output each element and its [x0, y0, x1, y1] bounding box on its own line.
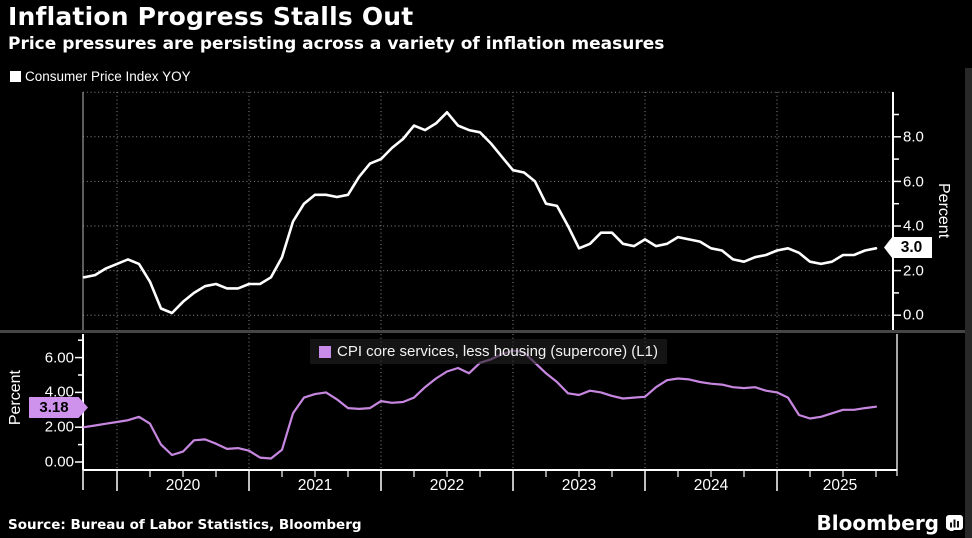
y-tick-label: 2.00	[44, 418, 74, 436]
y-tick-label: 0.0	[903, 306, 924, 324]
supercore-legend-label: CPI core services, less housing (superco…	[337, 343, 658, 360]
y-tick-label: 4.00	[44, 383, 74, 401]
last-value-badge-cpi: 3.0	[884, 237, 932, 258]
page-subtitle: Price pressures are persisting across a …	[8, 34, 665, 54]
y-tick-label: 8.0	[903, 128, 924, 146]
bloomberg-terminal-icon	[946, 514, 963, 531]
legend-supercore: CPI core services, less housing (superco…	[310, 339, 667, 364]
x-tick-label: 2021	[297, 477, 333, 494]
x-tick-label: 2024	[693, 477, 729, 494]
y-tick-label: 2.0	[903, 262, 924, 280]
y-tick-label: 6.0	[903, 173, 924, 191]
page-title: Inflation Progress Stalls Out	[8, 2, 414, 31]
y-tick-label: 0.00	[44, 453, 74, 471]
bloomberg-logo: Bloomberg	[817, 511, 963, 535]
y-axis-title-top: Percent	[935, 183, 952, 239]
y-axis-title-bottom: Percent	[7, 370, 24, 426]
legend-cpi: Consumer Price Index YOY	[10, 69, 191, 84]
source-note: Source: Bureau of Labor Statistics, Bloo…	[8, 517, 362, 533]
bloomberg-wordmark: Bloomberg	[816, 511, 939, 535]
x-tick-label: 2020	[165, 477, 201, 494]
x-tick-label: 2022	[429, 477, 465, 494]
panel-divider	[0, 330, 972, 333]
supercore-legend-swatch-icon	[319, 345, 331, 358]
last-value-badge-supercore: 3.18	[29, 397, 88, 418]
x-tick-label: 2025	[822, 477, 858, 494]
cpi-legend-swatch-icon	[10, 71, 21, 82]
y-tick-label: 6.00	[44, 349, 74, 367]
x-tick-label: 2023	[561, 477, 597, 494]
cpi-legend-label: Consumer Price Index YOY	[25, 69, 191, 84]
right-edge-strip	[965, 68, 972, 538]
y-tick-label: 4.0	[903, 217, 924, 235]
